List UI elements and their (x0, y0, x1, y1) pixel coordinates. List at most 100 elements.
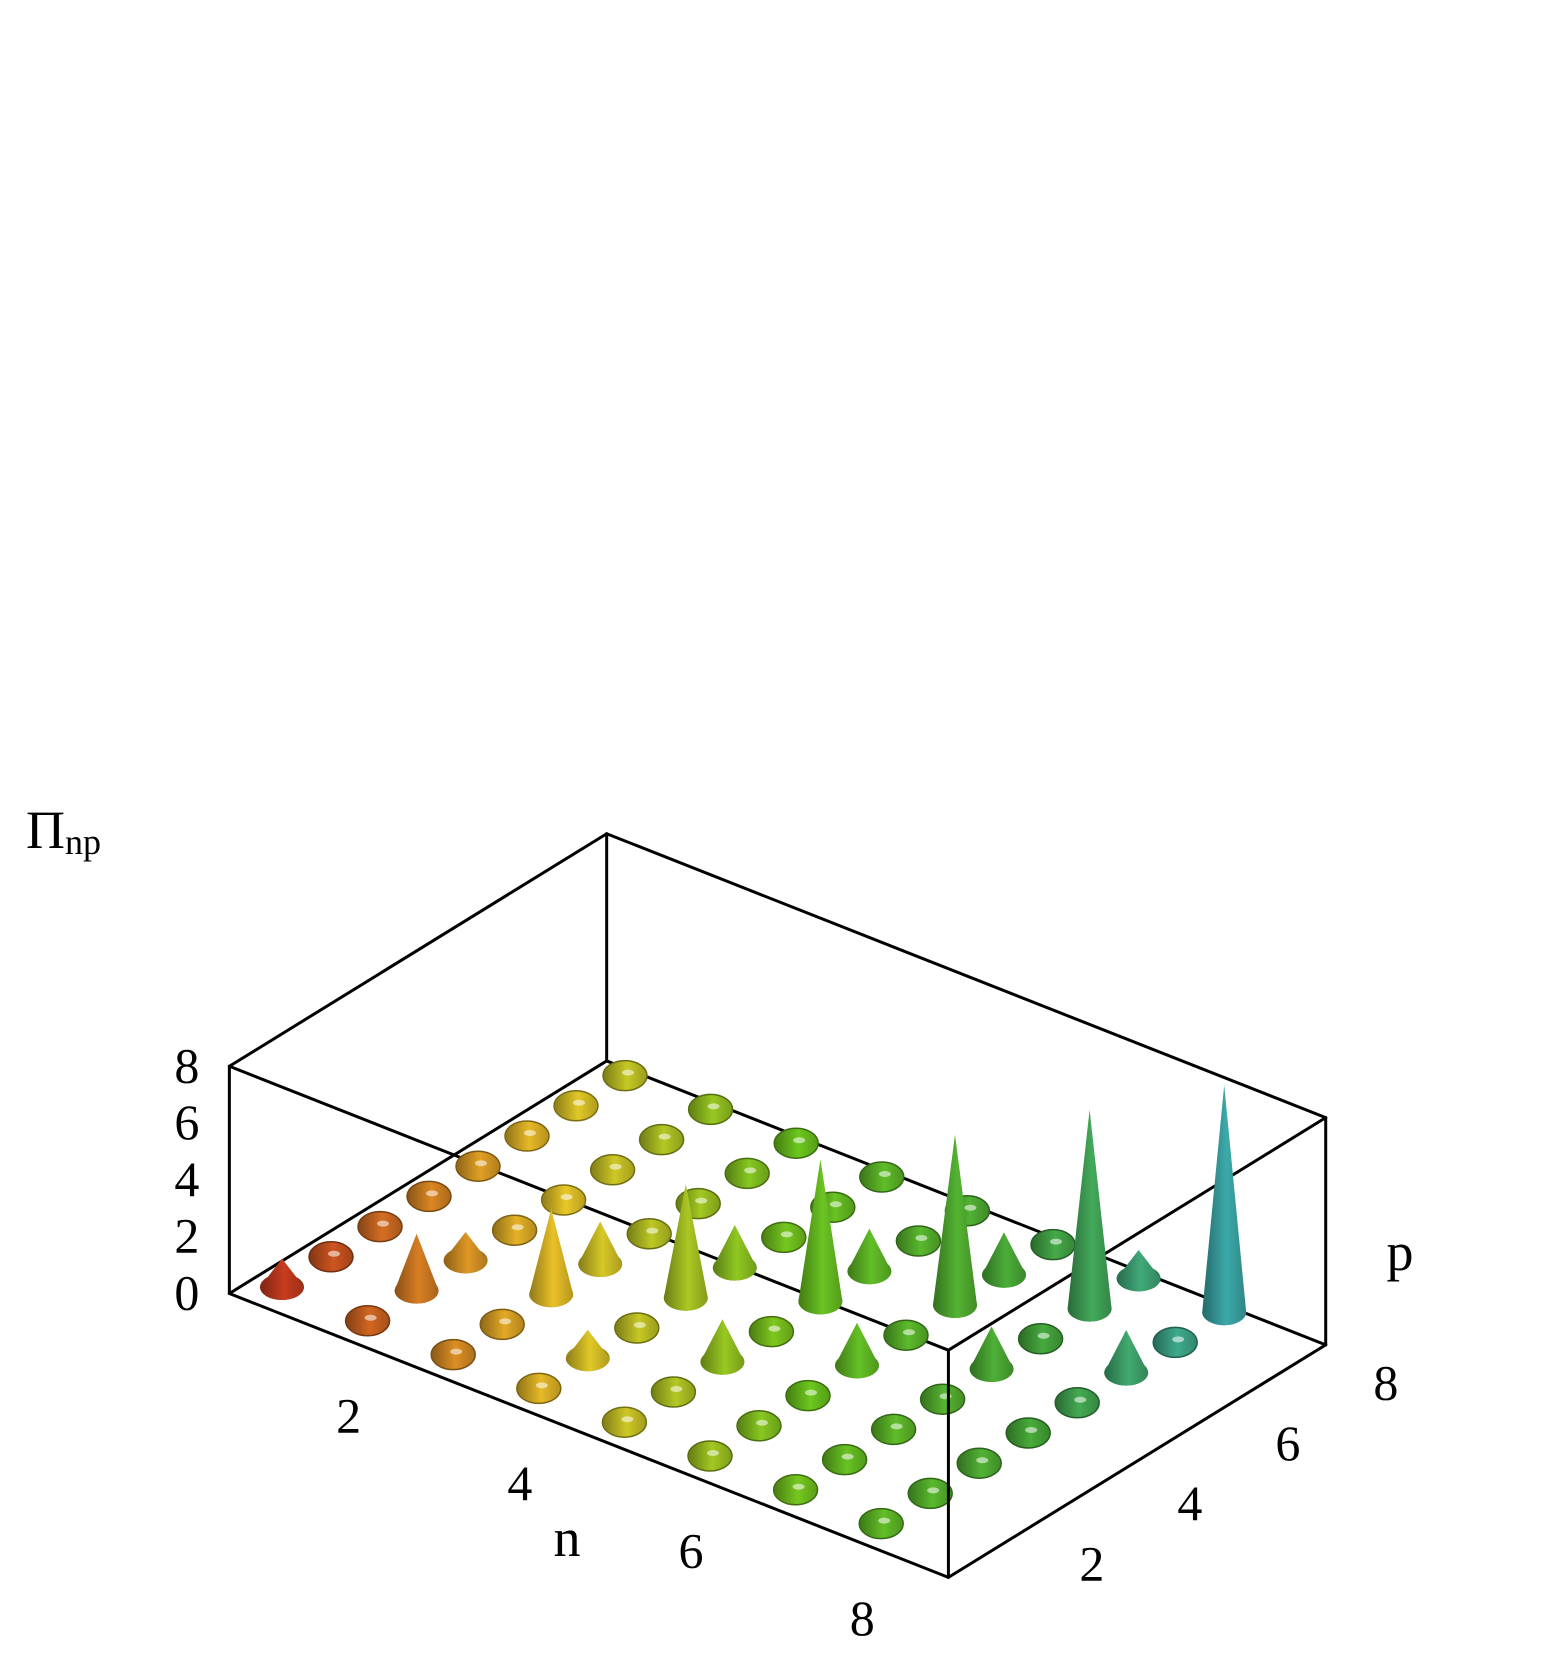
disc-n5-p1 (601, 1406, 648, 1438)
disc-highlight (670, 1386, 683, 1392)
disc-highlight (793, 1137, 806, 1144)
disc (614, 1312, 660, 1344)
disc-highlight (1025, 1427, 1038, 1433)
x-axis-label: n (554, 1508, 581, 1568)
cone-body (798, 1159, 843, 1315)
disc-highlight (658, 1133, 671, 1140)
disc-n3-p5 (626, 1218, 672, 1250)
disc (540, 1184, 587, 1216)
disc-highlight (622, 1069, 634, 1076)
disc-n7-p1 (772, 1474, 819, 1506)
disc (772, 1474, 819, 1506)
cone-body (443, 1232, 488, 1274)
cone-n5-p3 (700, 1319, 745, 1375)
cone-n8-p8 (1202, 1085, 1247, 1326)
disc-n8-p3 (956, 1447, 1002, 1479)
disc-n6-p1 (687, 1440, 733, 1472)
disc-n5-p4 (748, 1315, 795, 1348)
disc-highlight (450, 1348, 463, 1355)
disc (589, 1154, 636, 1186)
disc-n6-p5 (883, 1319, 929, 1351)
disc-highlight (499, 1318, 512, 1325)
disc-n1-p5 (455, 1150, 501, 1182)
disc (748, 1315, 795, 1348)
disc-highlight (573, 1099, 585, 1106)
cone-body (847, 1228, 892, 1285)
disc-n7-p2 (821, 1443, 868, 1476)
box-edge (227, 1059, 609, 1295)
disc (687, 1093, 734, 1126)
disc-n3-p8 (773, 1127, 819, 1159)
disc-n8-p7 (1152, 1326, 1198, 1359)
disc-n5-p2 (650, 1376, 697, 1408)
disc-n2-p8 (687, 1093, 734, 1126)
cone-n4-p2 (565, 1329, 610, 1372)
disc (491, 1214, 538, 1246)
disc (895, 1225, 942, 1257)
y-tick-label: 2 (1079, 1536, 1104, 1592)
disc-highlight (1074, 1396, 1087, 1403)
x-tick-label: 8 (850, 1590, 875, 1646)
disc-highlight (927, 1487, 940, 1494)
disc-highlight (511, 1224, 524, 1231)
disc-n6-p2 (736, 1410, 782, 1442)
z-tick-label: 4 (174, 1151, 199, 1207)
cone-body (835, 1322, 879, 1379)
disc (870, 1413, 917, 1446)
cone-n2-p3 (443, 1232, 488, 1274)
cone-n6-p6 (933, 1134, 977, 1318)
disc (602, 1059, 648, 1092)
disc-highlight (633, 1322, 646, 1328)
disc-n2-p6 (589, 1154, 636, 1186)
cone-body (969, 1326, 1014, 1382)
disc-highlight (792, 1483, 805, 1490)
disc-highlight (964, 1204, 977, 1211)
disc-highlight (1037, 1332, 1050, 1339)
box-edge (946, 1343, 1328, 1579)
cone-body (1067, 1109, 1112, 1322)
disc (1017, 1323, 1064, 1355)
z-axis-label: Πnp (26, 800, 101, 862)
z-tick-label: 6 (174, 1094, 199, 1150)
disc (455, 1150, 501, 1182)
disc-n7-p3 (870, 1413, 917, 1446)
disc (773, 1127, 819, 1159)
disc (736, 1410, 782, 1442)
disc-n8-p4 (1005, 1417, 1051, 1449)
disc-n4-p3 (614, 1312, 660, 1344)
disc-n4-p8 (859, 1161, 905, 1193)
disc-highlight (707, 1450, 719, 1456)
cone-n2-p2 (394, 1233, 439, 1304)
disc (858, 1507, 904, 1540)
box-edge (946, 1116, 1328, 1352)
disc-highlight (780, 1231, 793, 1238)
cone-body (933, 1134, 977, 1318)
disc (516, 1372, 562, 1405)
x-tick-label: 6 (679, 1523, 704, 1579)
cones (260, 1085, 1247, 1386)
cone-n7-p7 (1067, 1109, 1112, 1322)
cone-body (663, 1184, 708, 1311)
disc-n8-p1 (858, 1507, 904, 1540)
disc-highlight (707, 1103, 720, 1110)
box-edge (227, 832, 609, 1068)
disc-highlight (364, 1314, 377, 1321)
disc (785, 1379, 831, 1412)
disc-highlight (426, 1190, 438, 1197)
disc-highlight (609, 1163, 622, 1170)
disc-n1-p6 (504, 1120, 550, 1152)
cone-n3-p3 (529, 1209, 574, 1308)
disc-highlight (829, 1201, 842, 1208)
cone-body (1116, 1250, 1161, 1292)
bounding-box-back (227, 832, 1328, 1579)
disc-highlight (976, 1457, 989, 1464)
cone-n5-p5 (798, 1159, 843, 1315)
disc (1005, 1417, 1051, 1449)
disc-highlight (768, 1325, 781, 1332)
disc-highlight (756, 1419, 768, 1426)
x-tick-label: 4 (507, 1455, 532, 1511)
z-tick-label: 0 (174, 1264, 199, 1320)
disc (821, 1443, 868, 1476)
disc (638, 1123, 685, 1156)
disc (344, 1305, 391, 1337)
